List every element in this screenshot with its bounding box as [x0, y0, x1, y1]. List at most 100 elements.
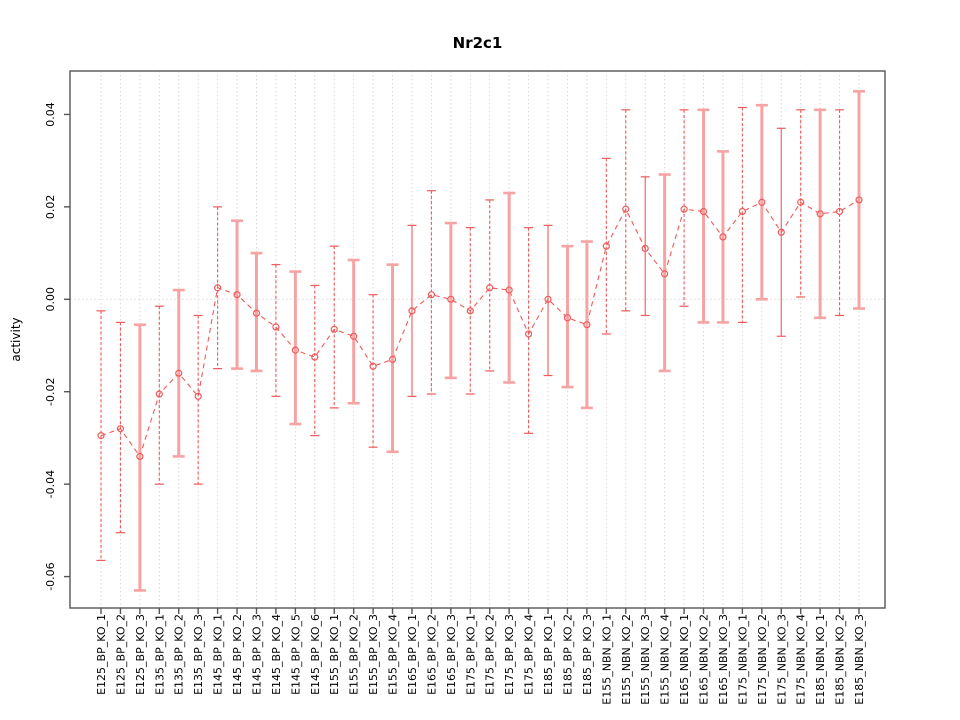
x-tick-label: E125_BP_KO_3 [134, 614, 147, 695]
x-tick-label: E155_BP_KO_2 [348, 614, 361, 695]
y-tick-label: 0.02 [44, 195, 57, 220]
x-tick-label: E135_BP_KO_2 [173, 614, 186, 695]
x-tick-label: E155_NBN_KO_2 [620, 614, 633, 705]
data-point-marker [738, 207, 746, 216]
errorbar-point [154, 305, 164, 485]
data-point-marker [524, 330, 533, 338]
errorbar-point [133, 323, 146, 592]
errorbar-point [503, 191, 516, 384]
errorbar-point [835, 109, 845, 317]
data-point-marker [661, 270, 669, 278]
errorbar-point [853, 90, 865, 310]
x-tick-label: E175_NBN_KO_1 [736, 614, 749, 705]
errorbar-point [231, 219, 244, 370]
chart-title: Nr2c1 [453, 34, 503, 52]
errorbar-point [347, 258, 360, 405]
data-point-marker [486, 284, 494, 292]
errorbar-point [776, 127, 786, 337]
x-tick-label: E145_BP_KO_4 [270, 614, 283, 695]
data-point-marker [252, 309, 261, 317]
x-tick-label: E185_BP_KO_3 [581, 614, 594, 695]
x-tick-label: E155_NBN_KO_3 [639, 614, 652, 705]
errorbar-point [115, 321, 125, 534]
data-point-marker [680, 205, 688, 213]
x-tick-label: E135_BP_KO_1 [153, 614, 166, 695]
x-tick-label: E175_NBN_KO_2 [756, 614, 769, 705]
x-tick-label: E185_NBN_KO_3 [853, 614, 866, 705]
x-tick-label: E135_BP_KO_3 [192, 614, 205, 695]
data-point-marker [835, 207, 844, 216]
data-point-marker [816, 210, 824, 218]
data-point-marker [777, 228, 785, 236]
data-point-marker [97, 432, 105, 440]
x-tick-label: E185_NBN_KO_2 [834, 614, 847, 705]
errorbar-point [814, 108, 827, 320]
y-tick-label: -0.06 [44, 562, 57, 590]
data-point-marker [175, 369, 183, 377]
errorbar-point [755, 103, 768, 301]
data-point-marker [291, 346, 299, 354]
data-point-marker [272, 323, 280, 331]
x-tick-label: E145_BP_KO_5 [289, 614, 302, 695]
x-tick-label: E175_NBN_KO_3 [775, 614, 788, 705]
data-point-marker [311, 353, 319, 361]
y-tick-label: 0.04 [44, 102, 57, 127]
data-point-marker [622, 205, 630, 213]
axis-layer: 0.04 0.02 0.00 -0.02 -0.04 -0.06 E125_BP_KO_1 E… [44, 70, 886, 705]
errorbar-point [407, 224, 417, 397]
x-tick-label: E165_BP_KO_2 [425, 614, 438, 695]
x-tick-label: E125_BP_KO_2 [114, 614, 127, 695]
data-point-marker [583, 321, 591, 329]
x-tick-label: E145_BP_KO_1 [212, 614, 225, 695]
x-tick-label: E185_BP_KO_2 [561, 614, 574, 695]
x-tick-label: E165_BP_KO_1 [406, 614, 419, 695]
data-point-marker [233, 291, 241, 299]
data-point-marker [369, 362, 377, 370]
data-point-marker [699, 207, 708, 216]
data-point-marker [719, 233, 727, 241]
errorbar-point [640, 176, 650, 317]
x-tick-label: E125_BP_KO_1 [95, 614, 108, 695]
errorbar-point [658, 173, 671, 373]
data-point-marker [330, 325, 338, 333]
x-tick-label: E145_BP_KO_2 [231, 614, 244, 695]
errorbar-point [310, 284, 320, 437]
data-point-marker [447, 295, 455, 303]
errorbar-point [289, 270, 302, 426]
plot-border [69, 70, 886, 609]
errorbar-point [444, 221, 457, 380]
x-tick-label: E175_NBN_KO_4 [795, 614, 808, 705]
data-point-marker [408, 307, 416, 315]
y-tick-label: -0.02 [44, 377, 57, 405]
x-tick-label: E175_BP_KO_4 [523, 614, 536, 695]
errorbar-point [368, 294, 378, 448]
data-point-marker [505, 286, 513, 294]
data-point-marker [602, 242, 610, 250]
data-point-marker [116, 425, 125, 433]
data-point-marker [563, 314, 572, 322]
x-tick-label: E185_NBN_KO_1 [814, 614, 827, 705]
errorbar-point [213, 206, 223, 370]
errorbar-point [271, 264, 281, 397]
y-tick-label: -0.04 [44, 470, 57, 498]
x-tick-label: E155_NBN_KO_1 [600, 614, 613, 705]
x-tick-label: E175_BP_KO_2 [484, 614, 497, 695]
errorbar-point [679, 109, 689, 307]
errorbar-point [96, 310, 106, 562]
data-point-marker [350, 332, 358, 340]
x-tick-label: E165_NBN_KO_1 [678, 614, 691, 705]
x-tick-label: E185_BP_KO_1 [542, 614, 555, 695]
data-point-marker [797, 198, 805, 206]
y-axis-label: activity [9, 317, 23, 361]
errorbar-point [485, 199, 495, 372]
errorbar-point [329, 245, 339, 409]
x-tick-label: E165_NBN_KO_3 [717, 614, 730, 705]
data-point-marker [758, 198, 766, 206]
data-point-marker [427, 291, 436, 299]
series-line [100, 199, 860, 458]
data-point-marker [544, 295, 552, 303]
data-point-marker [855, 196, 863, 204]
errorbar-point [621, 109, 631, 312]
